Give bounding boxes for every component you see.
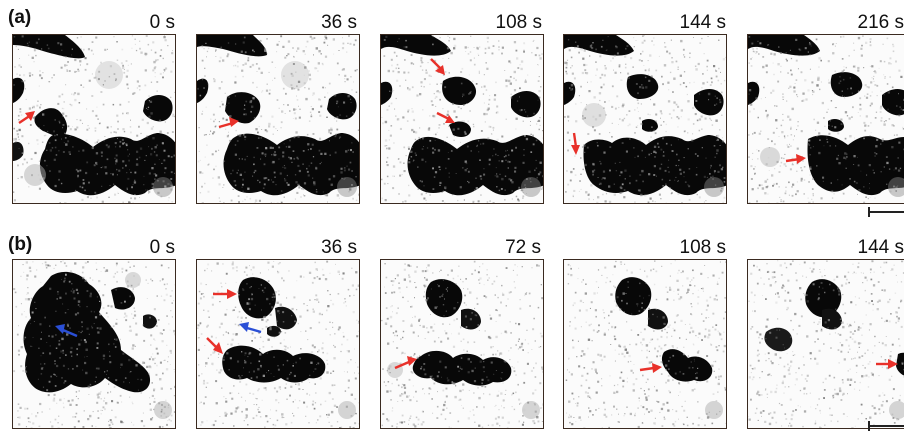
micrograph-panel-a-4 — [563, 34, 727, 204]
speckle-texture — [197, 260, 359, 428]
time-label-a-2: 36 s — [321, 12, 357, 33]
red-arrow-icon — [218, 117, 239, 129]
time-label-b-1: 0 s — [149, 237, 175, 258]
micrograph-panel-a-5 — [747, 34, 904, 204]
micrograph-panel-b-5 — [747, 259, 904, 429]
red-arrow-icon — [430, 58, 455, 123]
speckle-texture — [381, 260, 543, 428]
red-arrow-icon — [571, 132, 580, 155]
time-label-b-2: 36 s — [321, 237, 357, 258]
time-label-b-4: 108 s — [679, 237, 726, 258]
red-arrow-icon — [876, 359, 898, 369]
row-label-b: (b) — [8, 234, 33, 255]
micrograph-panel-b-1 — [12, 259, 176, 429]
micrograph-panel-a-2 — [196, 34, 360, 204]
speckle-texture — [197, 35, 359, 203]
time-label-a-1: 0 s — [149, 12, 175, 33]
speckle-texture — [13, 260, 175, 428]
time-label-b-5: 144 s — [857, 237, 904, 258]
time-label-a-4: 144 s — [679, 12, 726, 33]
red-arrow-icon — [639, 363, 662, 373]
scale-bar — [868, 421, 904, 431]
time-label-b-3: 72 s — [505, 237, 541, 258]
time-label-a-5: 216 s — [857, 12, 904, 33]
speckle-texture — [13, 35, 175, 203]
micrograph-panel-b-3 — [380, 259, 544, 429]
blue-arrow-icon — [239, 322, 262, 334]
micrograph-panel-b-2 — [196, 259, 360, 429]
speckle-texture — [748, 260, 904, 428]
red-arrow-icon — [206, 289, 237, 354]
scale-bar — [868, 207, 904, 217]
time-label-a-3: 108 s — [495, 12, 542, 33]
red-arrow-icon — [394, 356, 417, 370]
speckle-texture — [381, 35, 543, 203]
red-arrow-icon — [785, 154, 806, 164]
micrograph-panel-b-4 — [563, 259, 727, 429]
blue-arrow-icon — [55, 324, 78, 338]
speckle-texture — [565, 260, 726, 428]
micrograph-panel-a-1 — [12, 34, 176, 204]
red-arrow-icon — [18, 111, 35, 124]
row-label-a: (a) — [8, 7, 32, 28]
speckle-texture — [564, 35, 726, 203]
speckle-texture — [748, 35, 904, 203]
micrograph-panel-a-3 — [380, 34, 544, 204]
